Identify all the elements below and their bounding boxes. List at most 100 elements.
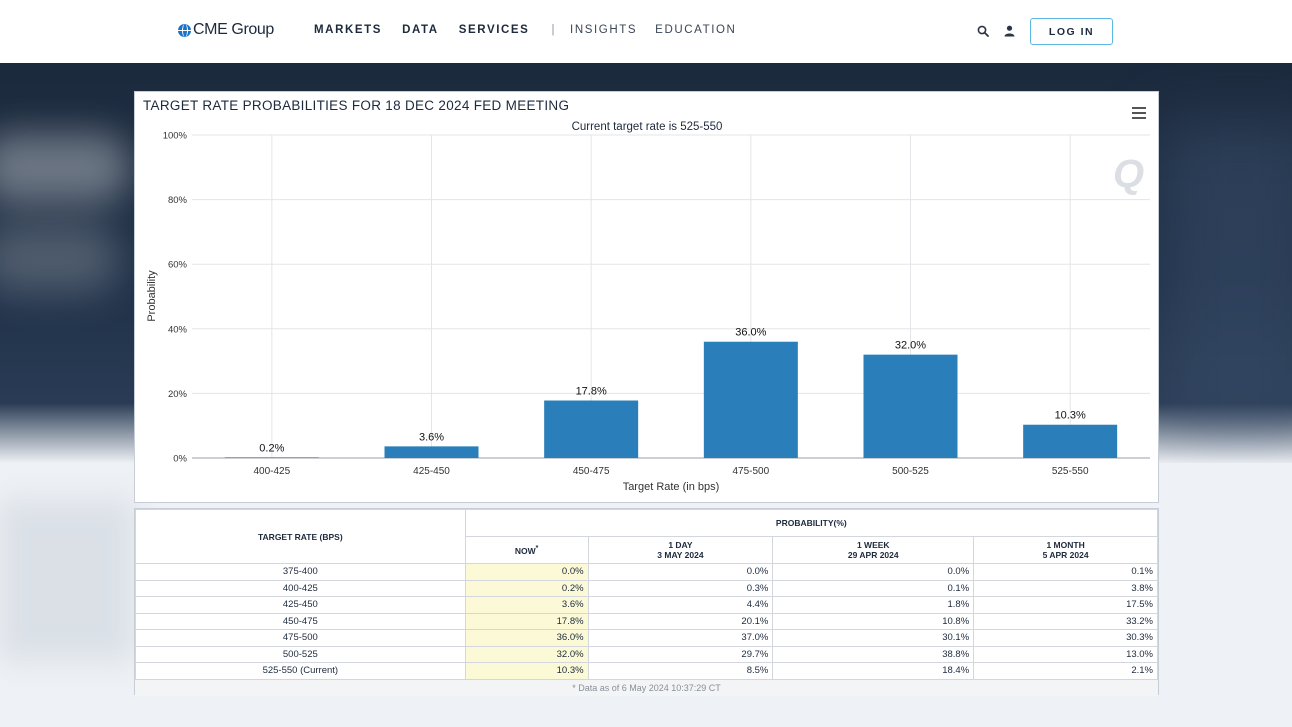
column-header-period: 1 MONTH: [1046, 540, 1085, 550]
target-rate-header: TARGET RATE (BPS): [135, 509, 466, 564]
probability-cell: 4.4%: [587, 596, 774, 614]
nav-separator: |: [551, 24, 557, 36]
probability-cell: 8.5%: [587, 662, 774, 680]
table-row: 500-525 32.0% 29.7% 38.8% 13.0%: [135, 645, 1158, 663]
column-header-date: 3 MAY 2024: [657, 550, 704, 560]
probability-cell: 10.8%: [772, 612, 975, 630]
logo-text: CME Group: [193, 21, 274, 38]
bar-data-label: 17.8%: [576, 386, 607, 398]
column-header-date: 5 APR 2024: [1042, 550, 1089, 560]
nav-education[interactable]: EDUCATION: [655, 24, 737, 36]
target-rate-cell: 525-550 (Current): [135, 662, 466, 680]
target-rate-cell: 375-400: [135, 563, 466, 581]
probability-cell: 20.1%: [587, 612, 774, 630]
x-tick-label: 500-525: [892, 466, 929, 477]
probability-cell: 38.8%: [772, 645, 975, 663]
x-tick-label: 525-550: [1052, 466, 1089, 477]
target-rate-cell: 425-450: [135, 596, 466, 614]
svg-text:Q: Q: [1113, 152, 1144, 196]
probability-cell: 10.3%: [464, 662, 589, 680]
x-tick-label: 425-450: [413, 466, 450, 477]
bar-data-label: 3.6%: [419, 431, 444, 443]
x-tick-label: 450-475: [573, 466, 610, 477]
probability-cell: 18.4%: [772, 662, 975, 680]
probability-cell: 33.2%: [973, 612, 1158, 630]
probability-cell: 36.0%: [464, 629, 589, 647]
probability-cell: 2.1%: [973, 662, 1158, 680]
chart-card: TARGET RATE PROBABILITIES FOR 18 DEC 202…: [134, 91, 1159, 503]
user-icon[interactable]: [1004, 25, 1015, 37]
column-header-period: 1 DAY: [668, 540, 693, 550]
nav-services[interactable]: SERVICES: [458, 24, 530, 36]
x-axis-label: Target Rate (in bps): [623, 481, 720, 493]
column-header: 1 MONTH 5 APR 2024: [973, 536, 1158, 564]
q-watermark: Q: [1113, 152, 1144, 196]
table-row: 450-475 17.8% 20.1% 10.8% 33.2%: [135, 612, 1158, 630]
y-tick-label: 60%: [168, 260, 188, 271]
bar-data-label: 32.0%: [895, 340, 926, 352]
probability-cell: 32.0%: [464, 645, 589, 663]
probability-cell: 30.3%: [973, 629, 1158, 647]
column-header-period: 1 WEEK: [856, 540, 890, 550]
chart-title: TARGET RATE PROBABILITIES FOR 18 DEC 202…: [143, 98, 570, 113]
y-axis-label: Probability: [146, 270, 158, 322]
cme-logo[interactable]: CME Group: [178, 20, 274, 40]
table-row: 525-550 (Current) 10.3% 8.5% 18.4% 2.1%: [135, 662, 1158, 680]
table-row: 475-500 36.0% 37.0% 30.1% 30.3%: [135, 629, 1158, 647]
y-tick-label: 20%: [168, 389, 188, 400]
bar-425-450[interactable]: [384, 446, 479, 458]
x-tick-label: 475-500: [732, 466, 769, 477]
y-tick-label: 100%: [163, 131, 188, 142]
bar-450-475[interactable]: [544, 400, 639, 458]
probability-chart: Current target rate is 525-550 0% 20% 40% 6…: [146, 121, 1150, 493]
probability-cell: 3.6%: [464, 596, 589, 614]
probability-cell: 13.0%: [973, 645, 1158, 663]
hamburger-menu-icon[interactable]: [1132, 107, 1146, 119]
search-icon[interactable]: [977, 25, 989, 37]
nav-data[interactable]: DATA: [402, 24, 439, 36]
probability-cell: 1.8%: [772, 596, 975, 614]
probability-cell: 0.0%: [772, 563, 975, 581]
bar-500-525[interactable]: [863, 354, 958, 458]
probability-table: TARGET RATE (BPS) PROBABILITY(%) NOW* 1 D…: [135, 509, 1159, 680]
y-tick-label: 80%: [168, 195, 188, 206]
probability-header: PROBABILITY(%): [464, 509, 1159, 537]
probability-cell: 30.1%: [772, 629, 975, 647]
probability-cell: 0.1%: [973, 563, 1158, 581]
probability-cell: 0.1%: [772, 579, 975, 597]
now-marker: *: [535, 545, 539, 553]
data-footnote: * Data as of 6 May 2024 10:37:29 CT: [135, 679, 1158, 696]
background-blur: [0, 500, 134, 660]
probability-cell: 0.0%: [587, 563, 774, 581]
probability-cell: 17.5%: [973, 596, 1158, 614]
y-tick-label: 0%: [173, 454, 187, 465]
nav-markets[interactable]: MARKETS: [314, 24, 383, 36]
table-row: 375-400 0.0% 0.0% 0.0% 0.1%: [135, 563, 1158, 581]
bar-475-500[interactable]: [703, 341, 798, 458]
target-rate-cell: 475-500: [135, 629, 466, 647]
column-header-date: 29 APR 2024: [847, 550, 899, 560]
y-tick-label: 40%: [168, 324, 188, 335]
nav-insights[interactable]: INSIGHTS: [570, 24, 638, 36]
column-header: 1 DAY 3 MAY 2024: [587, 536, 774, 564]
bar-525-550[interactable]: [1023, 424, 1118, 458]
bar-data-label: 10.3%: [1055, 410, 1086, 422]
probability-cell: 17.8%: [464, 612, 589, 630]
target-rate-cell: 500-525: [135, 645, 466, 663]
probability-cell: 37.0%: [587, 629, 774, 647]
probability-cell: 0.3%: [587, 579, 774, 597]
globe-icon: [178, 23, 191, 37]
table-row: 400-425 0.2% 0.3% 0.1% 3.8%: [135, 579, 1158, 597]
column-header-period: NOW: [514, 545, 536, 556]
probability-cell: 29.7%: [587, 645, 774, 663]
table-row: 425-450 3.6% 4.4% 1.8% 17.5%: [135, 596, 1158, 614]
probability-cell: 3.8%: [973, 579, 1158, 597]
login-button[interactable]: LOG IN: [1030, 18, 1113, 45]
probability-table-card: TARGET RATE (BPS) PROBABILITY(%) NOW* 1 D…: [134, 508, 1159, 696]
bar-data-label: 36.0%: [735, 327, 766, 339]
site-header: CME Group MARKETS DATA SERVICES | INSIGH…: [0, 0, 1292, 63]
bar-400-425[interactable]: [224, 457, 319, 458]
probability-cell: 0.0%: [464, 563, 589, 581]
main-nav: MARKETS DATA SERVICES | INSIGHTS EDUCATI…: [314, 24, 754, 36]
x-tick-label: 400-425: [253, 466, 290, 477]
